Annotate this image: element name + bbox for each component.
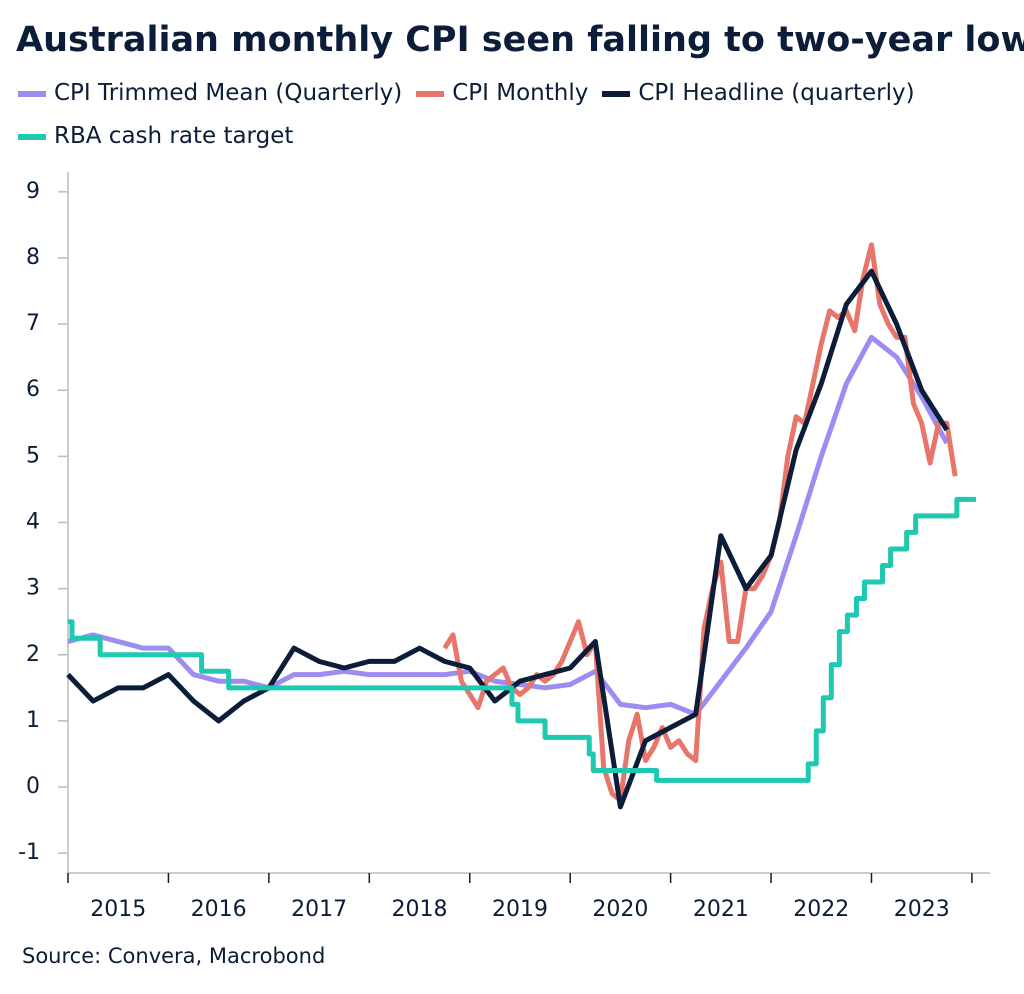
x-tick-label: 2022 (793, 897, 849, 922)
x-tick-label: 2021 (693, 897, 749, 922)
x-tick-label: 2016 (191, 897, 247, 922)
series-line (68, 496, 976, 783)
legend-label: RBA cash rate target (54, 123, 294, 149)
y-tick-label: 3 (26, 576, 40, 601)
legend-item: CPI Trimmed Mean (Quarterly) (18, 72, 402, 115)
y-tick-label: 2 (26, 642, 40, 667)
y-tick-label: 9 (26, 179, 40, 204)
x-tick-label: 2023 (894, 897, 950, 922)
legend-swatch (18, 133, 46, 140)
y-tick-label: 7 (26, 311, 40, 336)
legend-label: CPI Trimmed Mean (Quarterly) (54, 80, 403, 106)
legend-swatch (416, 90, 445, 97)
legend-item: RBA cash rate target (18, 115, 293, 158)
y-tick-label: 5 (26, 443, 40, 468)
x-tick-label: 2018 (392, 897, 448, 922)
y-tick-label: -1 (18, 840, 40, 865)
y-tick-label: 1 (26, 708, 40, 733)
source-note: Source: Convera, Macrobond (22, 944, 326, 968)
legend-item: CPI Monthly (416, 72, 588, 115)
x-tick-label: 2019 (492, 897, 548, 922)
y-tick-label: 0 (26, 774, 40, 799)
legend-item: CPI Headline (quarterly) (602, 72, 915, 115)
legend-swatch (18, 90, 46, 97)
legend: CPI Trimmed Mean (Quarterly) CPI Monthly C… (18, 72, 1008, 158)
series-line (66, 268, 949, 810)
legend-swatch (602, 90, 631, 97)
x-tick-label: 2015 (90, 897, 146, 922)
y-tick-label: 6 (26, 377, 40, 402)
legend-label: CPI Headline (quarterly) (638, 80, 915, 106)
x-tick-label: 2020 (592, 897, 648, 922)
chart-title: Australian monthly CPI seen falling to t… (16, 20, 1024, 60)
y-tick-label: 8 (26, 245, 40, 270)
legend-label: CPI Monthly (452, 80, 589, 106)
series-line (442, 242, 958, 803)
x-tick-label: 2017 (291, 897, 347, 922)
y-tick-label: 4 (26, 510, 40, 535)
